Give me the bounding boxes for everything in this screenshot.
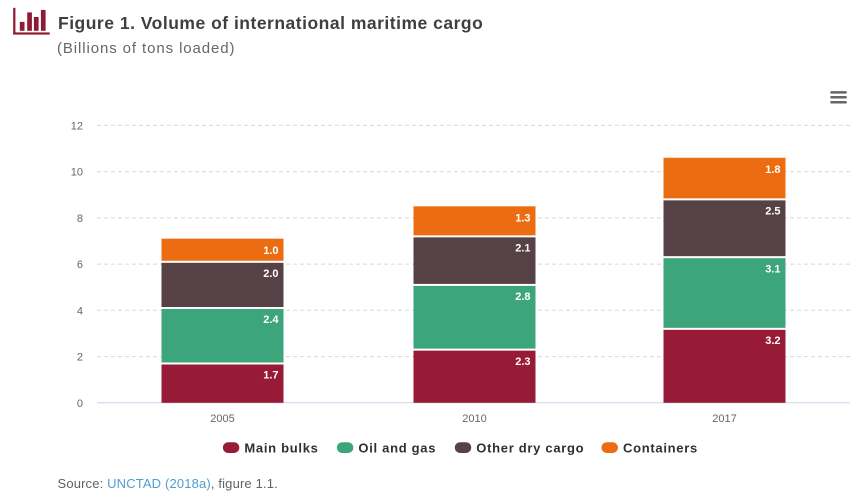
svg-text:(Billions of tons loaded): (Billions of tons loaded) bbox=[57, 40, 235, 57]
svg-text:6: 6 bbox=[77, 259, 83, 271]
svg-text:4: 4 bbox=[77, 305, 83, 317]
svg-text:Figure 1. Volume of internatio: Figure 1. Volume of international mariti… bbox=[58, 13, 483, 33]
svg-text:1.0: 1.0 bbox=[263, 245, 278, 257]
svg-text:1.8: 1.8 bbox=[765, 164, 780, 176]
svg-text:2: 2 bbox=[77, 352, 83, 364]
svg-text:3.2: 3.2 bbox=[765, 335, 780, 347]
svg-text:2017: 2017 bbox=[712, 413, 736, 425]
svg-text:Main bulks: Main bulks bbox=[244, 441, 318, 456]
svg-text:12: 12 bbox=[71, 120, 83, 132]
svg-text:2.8: 2.8 bbox=[515, 291, 530, 303]
svg-text:3.1: 3.1 bbox=[765, 263, 780, 275]
svg-text:2.1: 2.1 bbox=[515, 243, 530, 255]
svg-text:Oil and gas: Oil and gas bbox=[358, 441, 436, 456]
svg-text:Source: UNCTAD (2018a), figure: Source: UNCTAD (2018a), figure 1.1. bbox=[58, 476, 278, 491]
svg-text:2.4: 2.4 bbox=[263, 314, 279, 326]
svg-text:0: 0 bbox=[77, 398, 83, 410]
svg-text:Containers: Containers bbox=[623, 441, 698, 456]
svg-text:10: 10 bbox=[71, 167, 83, 179]
svg-text:2.5: 2.5 bbox=[765, 206, 780, 218]
svg-text:2005: 2005 bbox=[210, 413, 234, 425]
svg-text:1.7: 1.7 bbox=[263, 370, 278, 382]
svg-text:2.3: 2.3 bbox=[515, 356, 530, 368]
svg-text:1.3: 1.3 bbox=[515, 213, 530, 225]
svg-text:2.0: 2.0 bbox=[263, 268, 278, 280]
svg-text:Other dry cargo: Other dry cargo bbox=[476, 441, 584, 456]
svg-text:8: 8 bbox=[77, 213, 83, 225]
svg-text:2010: 2010 bbox=[462, 413, 486, 425]
